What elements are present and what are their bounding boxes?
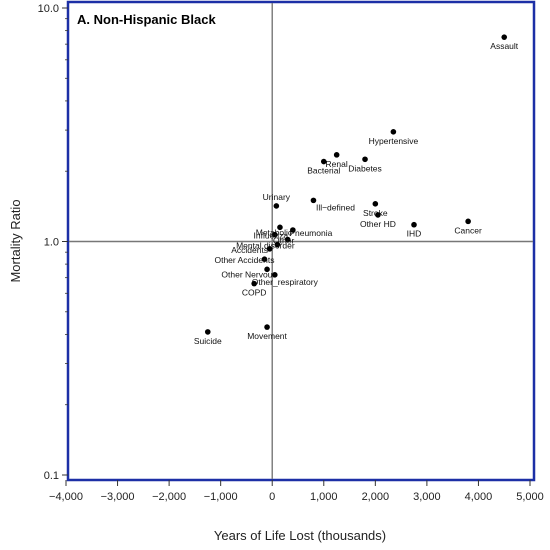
data-point-label: Suicide — [194, 336, 222, 346]
data-point — [320, 158, 327, 165]
data-point — [411, 221, 417, 228]
data-point — [390, 128, 397, 135]
data-point-label: Assault — [490, 41, 519, 51]
y-axis: 0.1 1.0 10.0 — [38, 3, 68, 482]
y-tick-label: 0.1 — [44, 470, 59, 482]
data-point — [375, 212, 381, 218]
data-point — [266, 246, 273, 252]
data-point-label: Urinary — [263, 192, 291, 202]
data-point — [362, 156, 368, 163]
data-point-label: Other — [273, 235, 294, 245]
y-axis-title: Mortality Ratio — [8, 199, 23, 282]
reference-lines — [69, 3, 533, 479]
data-point-label: Other Nervous — [221, 269, 276, 279]
data-point-label: Ill−defined — [316, 202, 355, 212]
x-tick-label: −1,000 — [204, 491, 238, 503]
data-point-label: Movement — [247, 331, 287, 341]
data-point-label: Cancer — [454, 225, 482, 235]
x-axis: −4,000 −3,000 −2,000 −1,000 0 1,000 2,000 3,000… — [49, 480, 544, 503]
x-axis-title: Years of Life Lost (thousands) — [214, 528, 386, 543]
x-tick-label: 1,000 — [310, 491, 338, 503]
data-point-label: Other_respiratory — [252, 277, 319, 287]
x-tick-label: 2,000 — [362, 491, 390, 503]
data-point-label: Bacterial — [307, 166, 340, 176]
data-point — [251, 280, 257, 287]
data-point — [277, 224, 283, 231]
x-tick-label: −3,000 — [101, 491, 135, 503]
data-point-label: Diabetes — [348, 163, 382, 173]
y-tick-label: 1.0 — [44, 237, 59, 249]
data-point — [272, 231, 278, 238]
data-point-label: Influenza — [254, 231, 289, 241]
data-point — [465, 218, 471, 225]
data-point-label: IHD — [407, 229, 422, 239]
x-tick-label: 3,000 — [413, 491, 441, 503]
data-point — [204, 329, 211, 335]
data-point — [273, 203, 280, 209]
x-tick-label: −4,000 — [49, 491, 83, 503]
data-point — [274, 241, 281, 248]
data-point — [261, 256, 268, 262]
data-point — [272, 272, 278, 278]
data-point — [501, 34, 508, 40]
data-point-label: Mental disorder — [236, 241, 295, 251]
data-point — [284, 236, 291, 243]
data-point-label: Pneumonia — [289, 228, 332, 238]
chart-title: A. Non-Hispanic Black — [77, 12, 216, 27]
data-point — [333, 152, 340, 158]
data-point — [264, 266, 270, 273]
data-point-label: Accidents — [231, 245, 268, 255]
x-tick-label: 4,000 — [465, 491, 493, 503]
data-point — [290, 227, 296, 233]
data-point-label: COPD — [242, 288, 267, 298]
data-point — [372, 201, 379, 207]
x-tick-label: 0 — [269, 491, 275, 503]
y-tick-label: 10.0 — [38, 3, 59, 15]
data-point-label: Hypertensive — [369, 136, 419, 146]
x-tick-label: 5,000 — [516, 491, 544, 503]
x-tick-label: −2,000 — [152, 491, 186, 503]
data-point — [264, 324, 270, 330]
data-point-label: Stroke — [363, 208, 388, 218]
data-point-label: Other HD — [360, 219, 396, 229]
data-point-label: Renal — [326, 159, 348, 169]
data-point-label: Other Accidents — [214, 255, 274, 265]
data-point — [310, 197, 317, 204]
